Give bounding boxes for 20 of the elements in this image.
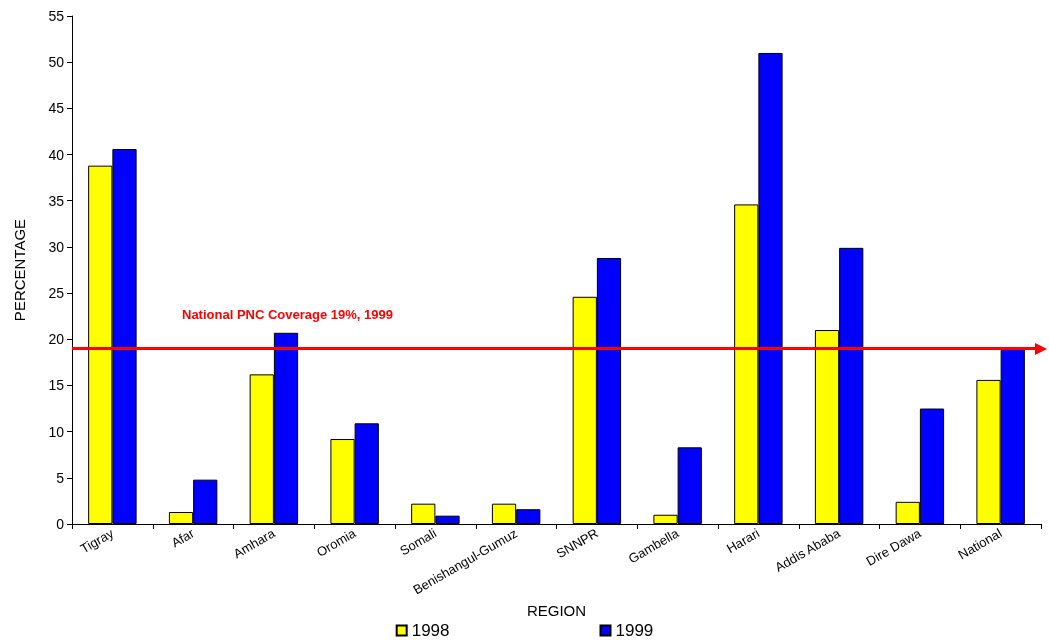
- y-tick-label: 45: [48, 100, 65, 117]
- y-tick-label: 20: [48, 331, 65, 348]
- x-axis-title: REGION: [526, 601, 587, 619]
- y-tick-label: 25: [48, 285, 65, 302]
- y-tick-label: 0: [56, 516, 65, 532]
- legend-label: 1999: [615, 621, 654, 640]
- ref-line-label: National PNC Coverage 19%, 1999: [182, 306, 393, 322]
- y-tick-label: 15: [48, 377, 65, 394]
- x-tick-label: Afar: [168, 525, 198, 551]
- y-tick-label: 10: [48, 423, 65, 440]
- y-tick-label: 35: [48, 192, 65, 209]
- x-tick-label: Tigray: [77, 525, 117, 557]
- y-tick-label: 30: [48, 238, 65, 255]
- y-tick-label: 5: [56, 469, 65, 486]
- x-tick-label: Dire Dawa: [863, 525, 925, 569]
- legend-label: 1998: [411, 621, 450, 640]
- y-tick-label: 55: [48, 8, 65, 24]
- y-tick-label: 40: [48, 146, 65, 163]
- y-axis-title: PERCENTAGE: [11, 218, 28, 322]
- y-tick-label: 50: [48, 54, 65, 71]
